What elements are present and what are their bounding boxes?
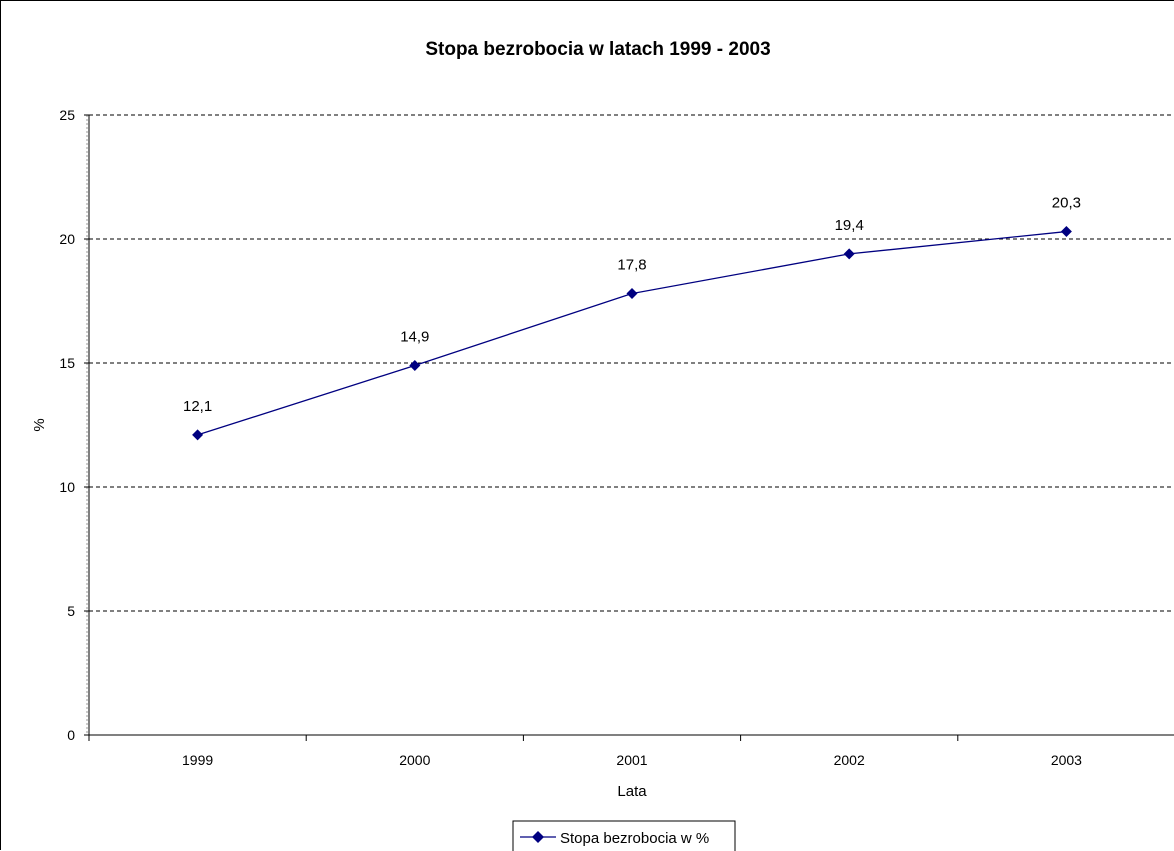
data-label: 14,9 — [400, 328, 429, 345]
legend-diamond-icon — [532, 831, 544, 843]
y-tick-label: 25 — [59, 107, 75, 123]
data-point-marker — [192, 429, 204, 441]
x-tick-label: 2001 — [616, 752, 647, 768]
data-label: 17,8 — [617, 257, 646, 274]
legend: Stopa bezrobocia w % — [512, 820, 736, 851]
data-point-marker — [409, 359, 421, 371]
data-point-marker — [626, 288, 638, 300]
plot-area — [89, 115, 1174, 735]
x-tick-label: 2002 — [834, 752, 865, 768]
y-tick-label: 15 — [59, 355, 75, 371]
data-point-marker — [1060, 226, 1072, 238]
legend-box — [512, 820, 736, 851]
legend-label: Stopa bezrobocia w % — [560, 830, 709, 847]
x-axis-ticks: 1999 2000 2001 2002 2003 — [88, 735, 1082, 768]
chart-title: Stopa bezrobocia w latach 1999 - 2003 — [425, 39, 770, 60]
data-label: 20,3 — [1052, 195, 1081, 212]
data-label: 19,4 — [835, 217, 864, 234]
data-point-marker — [843, 248, 855, 260]
data-series: 12,1 14,9 17,8 19,4 20,3 — [183, 195, 1081, 441]
x-tick-label: 2000 — [399, 752, 430, 768]
y-tick-label: 10 — [59, 479, 75, 495]
y-axis-label: % — [31, 418, 48, 431]
x-axis-label: Lata — [617, 783, 647, 800]
y-tick-label: 5 — [67, 603, 75, 619]
x-tick-label: 1999 — [182, 752, 213, 768]
data-label: 12,1 — [183, 398, 212, 415]
y-tick-label: 0 — [67, 727, 75, 743]
x-tick-label: 2003 — [1051, 752, 1082, 768]
y-tick-label: 20 — [59, 231, 75, 247]
y-axis-ticks: 0 5 10 15 20 25 — [59, 107, 89, 743]
